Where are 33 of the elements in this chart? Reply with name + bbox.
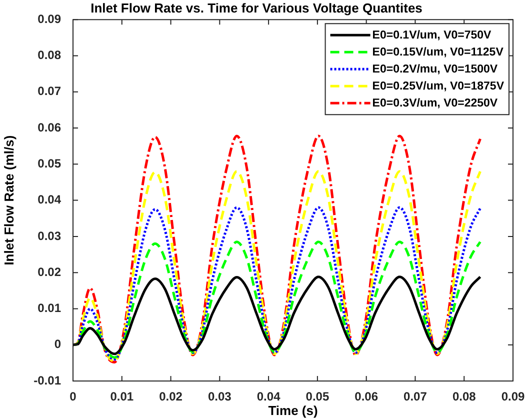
x-tick-label: 0.03 [208, 390, 232, 404]
chart-title: Inlet Flow Rate vs. Time for Various Voltage Quantites [90, 0, 422, 16]
x-tick-label: 0 [70, 390, 77, 404]
x-tick-label: 0.01 [110, 390, 134, 404]
legend-label: E0=0.2V/mu, V0=1500V [372, 63, 498, 76]
y-tick-label: 0 [54, 337, 62, 352]
y-tick-label: 0.02 [38, 264, 62, 279]
legend-label: E0=0.1V/um, V0=750V [372, 29, 492, 42]
legend-label: E0=0.15V/um, V0=1125V [372, 46, 504, 58]
y-tick-label: 0.01 [38, 301, 62, 316]
y-tick-label: 0.09 [38, 12, 62, 26]
y-tick-label: 0.03 [38, 228, 62, 243]
x-tick-label: 0.08 [452, 390, 476, 404]
y-tick-label: 0.04 [38, 192, 62, 207]
x-tick-label: 0.02 [159, 390, 183, 404]
line-series [73, 276, 482, 356]
y-axis-title: Inlet Flow Rate (ml/s) [1, 135, 16, 266]
line-series [73, 170, 482, 362]
legend-label: E0=0.3V/um, V0=2250V [372, 97, 498, 110]
y-tick-label: 0.06 [38, 120, 62, 134]
legend-label: E0=0.25V/um, V0=1875V [372, 80, 504, 92]
x-tick-label: 0.04 [256, 390, 281, 404]
y-tick-label: 0.08 [38, 48, 62, 62]
x-axis-title: Time (s) [268, 402, 318, 418]
line-series [73, 240, 482, 359]
y-tick-label: 0.07 [38, 84, 62, 98]
x-tick-label: 0.09 [501, 390, 525, 404]
line-series [73, 134, 482, 364]
y-tick-label: 0.05 [38, 156, 62, 170]
y-tick-label: -0.01 [34, 373, 62, 388]
x-tick-label: 0.05 [306, 390, 330, 404]
x-tick-label: 0.06 [354, 390, 378, 404]
x-tick-label: 0.07 [404, 390, 428, 404]
